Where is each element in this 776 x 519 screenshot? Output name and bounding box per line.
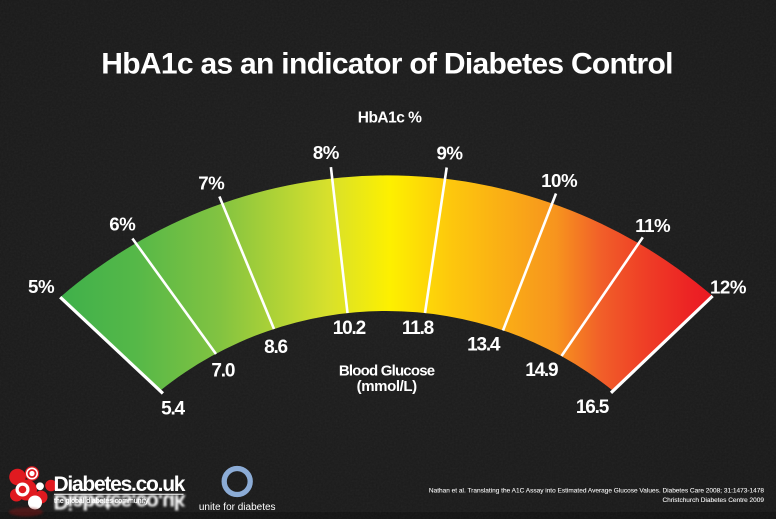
svg-text:11.8: 11.8 — [402, 318, 434, 339]
svg-text:5%: 5% — [28, 276, 55, 297]
svg-text:Diabetes.co.uk: Diabetes.co.uk — [54, 473, 186, 496]
svg-text:8.6: 8.6 — [264, 337, 287, 358]
svg-text:8%: 8% — [313, 142, 340, 163]
svg-text:Nathan et al. Translating the: Nathan et al. Translating the A1C Assay … — [429, 488, 764, 495]
svg-text:the global diabetes community: the global diabetes community — [54, 498, 149, 505]
svg-text:unite for diabetes: unite for diabetes — [199, 502, 276, 513]
svg-text:12%: 12% — [710, 276, 747, 297]
svg-text:5.4: 5.4 — [161, 399, 185, 420]
svg-text:11%: 11% — [635, 215, 671, 236]
svg-text:HbA1c as an indicator of Diabe: HbA1c as an indicator of Diabetes Contro… — [101, 47, 672, 80]
svg-text:Diabetes.co.uk: Diabetes.co.uk — [54, 490, 186, 513]
svg-text:(mmol/L): (mmol/L) — [357, 378, 418, 395]
svg-text:7%: 7% — [198, 173, 225, 194]
svg-text:7.0: 7.0 — [211, 360, 234, 381]
svg-text:9%: 9% — [436, 142, 463, 163]
svg-text:10.2: 10.2 — [333, 318, 366, 339]
svg-text:Christchurch Diabetes Centre 2: Christchurch Diabetes Centre 2009 — [662, 497, 764, 504]
svg-text:16.5: 16.5 — [576, 397, 610, 418]
svg-text:6%: 6% — [109, 214, 136, 235]
svg-text:Blood Glucose: Blood Glucose — [339, 362, 435, 379]
svg-text:14.9: 14.9 — [525, 360, 558, 381]
svg-text:HbA1c %: HbA1c % — [358, 110, 422, 127]
svg-text:13.4: 13.4 — [467, 335, 501, 356]
svg-text:10%: 10% — [541, 170, 578, 191]
